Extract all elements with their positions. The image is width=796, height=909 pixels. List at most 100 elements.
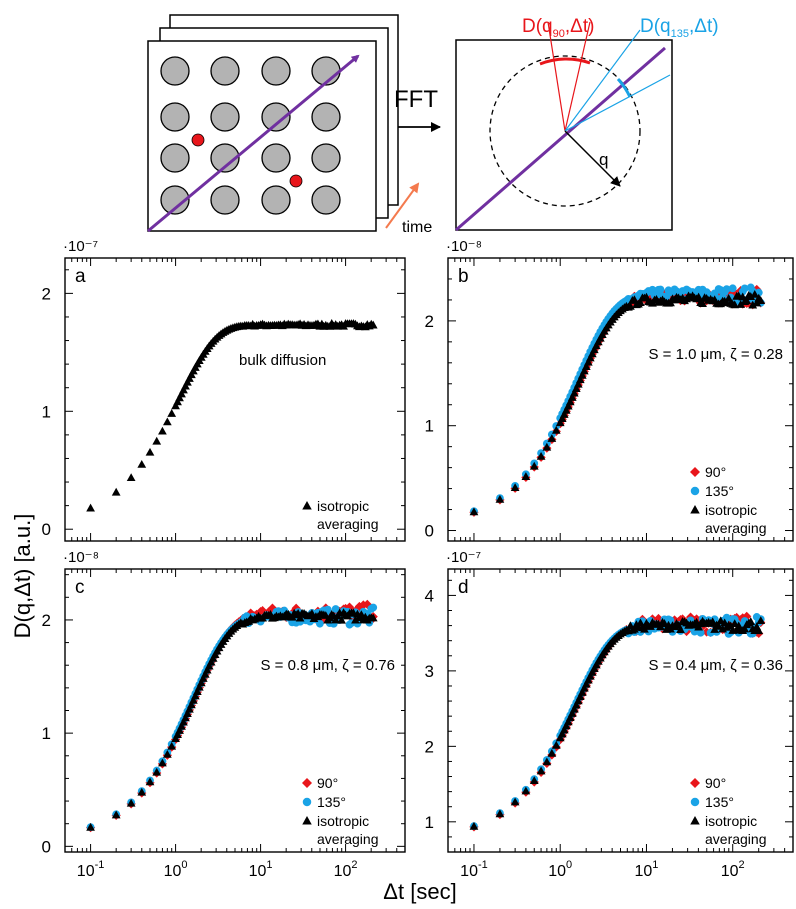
data-point [167,409,177,417]
data-point [173,730,182,739]
panel-letter: b [458,266,469,287]
data-point [167,741,177,750]
panel-a: 0 1 2 ·10⁻⁷ a bulk diffusion isotropic averagin… [42,238,406,542]
data-point [698,299,707,308]
data-point [510,797,520,806]
y-exponent: ·10⁻⁸ [446,238,482,255]
data-point [331,615,341,624]
data-point [672,287,681,296]
data-point [190,691,200,700]
data-point [145,447,155,456]
data-point [557,729,567,738]
data-point [587,349,597,358]
data-point [267,603,278,613]
data-point [676,625,685,634]
series-isotropic-averaging [469,616,766,830]
data-point [722,285,731,294]
x-tick-label: 100 [548,859,572,880]
particle-3-1 [210,185,240,215]
data-point [200,669,210,678]
data-point [529,776,539,785]
data-point [337,615,346,624]
data-point [636,298,645,306]
data-point [565,397,575,406]
y-tick-label: 1 [42,402,51,421]
data-point [368,320,378,329]
legend-label: isotropic [705,502,757,518]
data-point [555,418,565,427]
data-point [559,410,569,418]
data-point [171,734,180,743]
q-label: q [599,150,608,169]
data-point [542,442,552,451]
data-point [204,661,214,670]
data-point [577,688,587,696]
series-isotropic-averaging [86,608,378,831]
data-point [551,425,561,434]
annotation: S = 0.8 μm, ζ = 0.76 [261,657,396,674]
y-tick-label: 1 [425,417,434,436]
data-point [202,665,212,674]
y-exponent: ·10⁻⁸ [63,549,99,566]
data-point [469,821,479,830]
series-isotropic-averaging [469,289,766,516]
data-point [521,786,531,795]
legend: 90° 135° isotropic averaging [690,464,767,536]
x-tick-label: 101 [249,859,273,880]
data-point [577,370,587,379]
data-point [175,726,184,734]
data-point [547,748,557,757]
d90-label: D(q90,Δt) [522,16,594,40]
data-point [746,292,756,300]
data-point [171,401,180,410]
time-label: time [402,219,432,236]
data-point [740,284,749,293]
data-point [559,725,569,734]
data-point [746,617,756,625]
data-point [175,393,184,402]
tracer-particle-2 [289,174,303,188]
y-tick-label: 4 [425,586,434,605]
y-tick-label: 0 [42,520,51,539]
data-point [561,405,571,414]
legend-marker [690,797,700,807]
data-point [557,414,567,423]
data-point [137,459,147,468]
data-point [640,624,649,633]
time-arrow [385,182,420,229]
data-point [181,713,190,722]
legend-marker [690,467,700,477]
legend-label: 90° [317,775,338,791]
legend-label-cont: averaging [705,520,767,536]
y-tick-label: 2 [425,312,434,331]
panel-b: 0 1 2 ·10⁻⁸ b S = 1.0 μm, ζ = 0.28 90° 135° isot… [425,238,794,542]
data-point [351,615,360,624]
legend-label: 135° [705,794,734,810]
sector-135-upper [564,29,641,132]
data-point [573,379,583,388]
particle-2-1 [210,143,240,173]
particle-2-2 [261,143,291,173]
data-point [571,700,581,709]
legend-label: 90° [705,775,726,791]
x-tick-label: 10-1 [460,859,488,880]
y-tick-label: 1 [425,813,434,832]
data-point [563,717,573,726]
data-point [126,798,136,807]
annotation: S = 1.0 μm, ζ = 0.28 [649,346,784,363]
data-point [111,810,121,819]
sector-90-arc [539,57,591,66]
data-point [561,721,571,730]
data-point [194,682,204,691]
legend-label: isotropic [317,813,369,829]
particle-1-2 [261,102,291,132]
annotation: bulk diffusion [239,352,326,369]
particle-grid [160,56,341,215]
panel-c: 10-1 100 101 102 0 1 2 ·10⁻⁸ c S = 0.8 μm, ζ = 0.… [42,549,406,880]
data-point [583,357,593,366]
data-point [630,624,639,633]
data-point [575,692,585,701]
data-point [287,612,297,621]
particle-2-3 [311,143,341,173]
legend-marker [302,816,312,825]
